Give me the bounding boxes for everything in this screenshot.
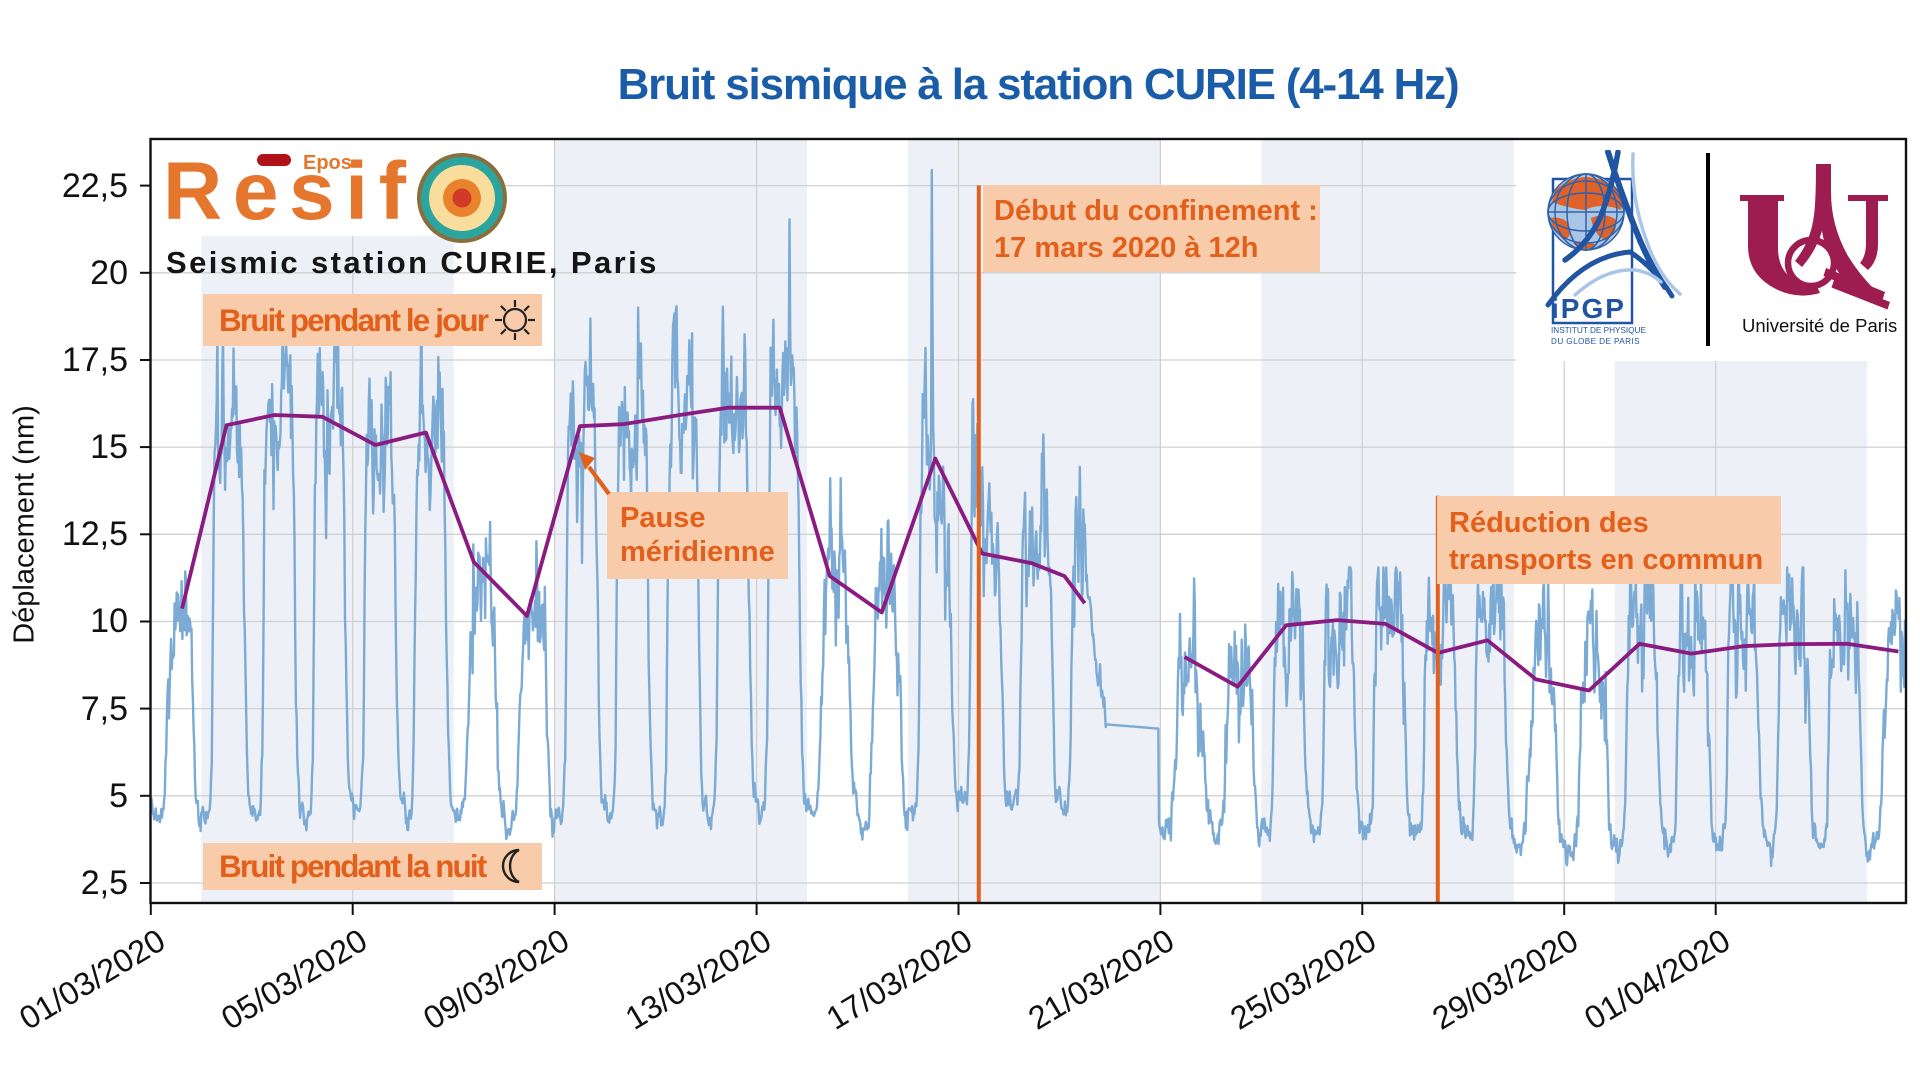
svg-text:iPGP: iPGP <box>1551 293 1626 324</box>
svg-text:Epos: Epos <box>303 152 352 174</box>
svg-text:Université de Paris: Université de Paris <box>1742 315 1897 336</box>
svg-text:INSTITUT DE PHYSIQUE: INSTITUT DE PHYSIQUE <box>1551 326 1646 335</box>
svg-text:DU GLOBE DE PARIS: DU GLOBE DE PARIS <box>1551 337 1640 346</box>
